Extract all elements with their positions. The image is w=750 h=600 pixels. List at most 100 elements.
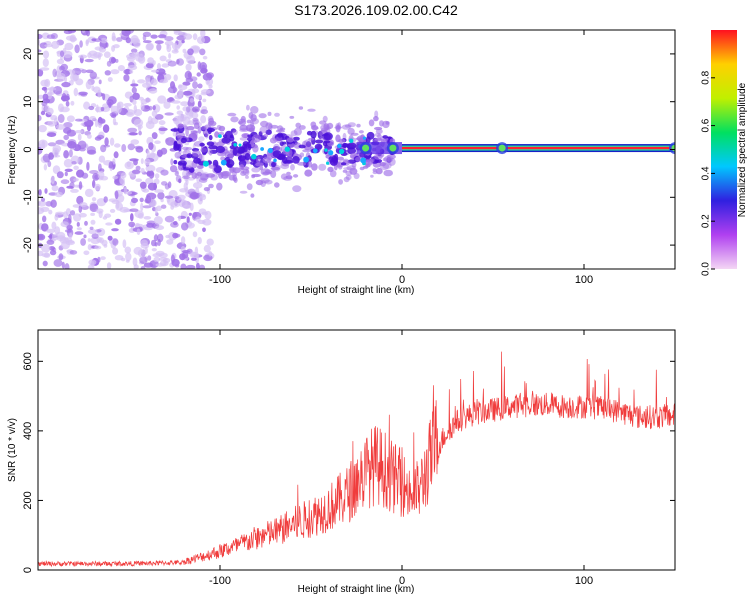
x-tick-label: -100 [209, 274, 231, 286]
noise-blob [129, 208, 139, 212]
noise-blob [182, 81, 191, 86]
noise-blob [154, 189, 164, 194]
signal-blob [197, 125, 202, 134]
signal-blob [335, 123, 340, 131]
noise-blob [138, 126, 142, 132]
signal-blob [342, 169, 348, 173]
noise-blob [85, 40, 89, 45]
noise-blob [166, 44, 172, 53]
x-tick-label: 100 [575, 575, 593, 587]
noise-blob [131, 169, 141, 174]
signal-blob [259, 165, 264, 171]
signal-blob [379, 120, 384, 127]
noise-blob [140, 167, 145, 174]
noise-blob [125, 191, 133, 195]
noise-blob [41, 223, 49, 232]
signal-blob [310, 121, 317, 128]
signal-blob [227, 163, 233, 168]
noise-blob [159, 260, 169, 267]
noise-blob [38, 114, 42, 122]
noise-blob [99, 237, 104, 244]
bright-point [313, 148, 318, 154]
signal-blob [220, 156, 226, 161]
noise-blob [63, 122, 73, 128]
noise-blob [114, 190, 119, 200]
noise-blob [38, 200, 47, 207]
noise-blob [167, 60, 177, 67]
signal-blob [251, 167, 261, 173]
signal-blob [270, 170, 277, 178]
noise-blob [171, 100, 181, 104]
signal-blob [251, 139, 258, 144]
noise-blob [103, 51, 111, 58]
noise-blob [164, 215, 175, 223]
signal-blob [311, 163, 318, 171]
noise-blob [41, 86, 47, 91]
signal-blob [307, 161, 313, 168]
signal-blob [199, 173, 209, 181]
noise-blob [130, 35, 139, 44]
noise-blob [198, 264, 205, 269]
noise-blob [178, 215, 181, 222]
noise-blob [38, 189, 42, 196]
noise-blob [94, 183, 101, 191]
signal-blob [242, 145, 248, 153]
noise-blob [123, 103, 132, 107]
noise-blob [154, 40, 164, 44]
signal-blob [290, 130, 298, 137]
noise-blob [132, 92, 140, 101]
signal-blob [201, 125, 207, 131]
noise-blob [78, 205, 83, 213]
noise-blob [64, 168, 73, 172]
noise-blob [40, 206, 50, 212]
signal-blob [382, 157, 390, 162]
noise-blob [139, 181, 147, 189]
noise-blob [144, 158, 151, 166]
snr-x-label: Height of straight line (km) [298, 584, 415, 595]
noise-blob [192, 231, 198, 238]
signal-blob [337, 156, 345, 161]
colorbar: 0.0 0.2 0.4 0.6 0.8 Normalized spectral ampl… [701, 30, 748, 276]
noise-blob [49, 249, 57, 256]
bright-point [326, 161, 330, 165]
y-tick-label: -10 [22, 189, 34, 205]
noise-blob [165, 234, 171, 239]
signal-blob [207, 120, 217, 127]
noise-blob [181, 222, 189, 231]
noise-blob [46, 34, 56, 39]
noise-blob [103, 196, 108, 203]
noise-blob [174, 264, 180, 268]
signal-blob [259, 126, 268, 134]
signal-blob [250, 114, 257, 122]
noise-blob [167, 197, 176, 206]
noise-blob [173, 30, 181, 34]
signal-blob [286, 137, 294, 143]
noise-blob [112, 158, 116, 165]
noise-blob [154, 140, 161, 144]
noise-blob [114, 143, 121, 148]
signal-blob [246, 104, 250, 111]
noise-blob [180, 263, 187, 269]
noise-blob [176, 35, 186, 41]
noise-blob [130, 213, 134, 222]
signal-blob [292, 156, 300, 164]
bright-point [251, 153, 257, 160]
signal-blob [208, 134, 213, 141]
noise-blob [168, 53, 172, 59]
signal-blob [341, 124, 351, 130]
signal-blob [185, 147, 193, 151]
signal-blob [369, 158, 375, 163]
noise-blob [117, 65, 125, 72]
noise-blob [208, 84, 213, 89]
noise-blob [176, 110, 183, 115]
spectrogram-x-label: Height of straight line (km) [298, 285, 415, 296]
signal-blob [192, 119, 200, 125]
signal-blob [175, 175, 182, 183]
noise-blob [97, 256, 101, 263]
y-tick-label: 20 [22, 48, 34, 60]
signal-blob [213, 165, 222, 174]
signal-blob [229, 134, 234, 139]
signal-blob [375, 167, 383, 175]
noise-blob [55, 124, 66, 130]
bright-point [233, 143, 237, 147]
